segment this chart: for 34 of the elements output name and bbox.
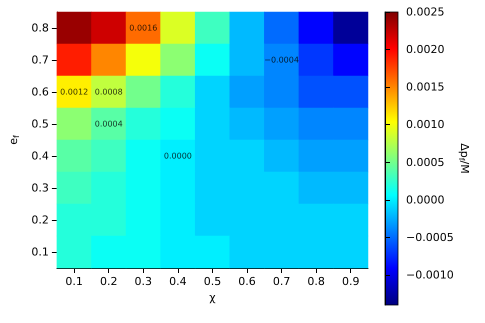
color-bar-label: 0.0000	[406, 193, 444, 206]
y-axis-title: ef	[7, 135, 21, 145]
color-bar-label: −0.0005	[406, 230, 454, 244]
color-bar-label: −0.0010	[406, 268, 454, 282]
y-tick-label: 0.5	[31, 118, 49, 130]
y-tick-label: 0.8	[31, 22, 49, 34]
x-tick-label: 0.7	[272, 275, 290, 288]
annotation: −0.0004	[264, 56, 299, 64]
x-tick-label: 0.2	[100, 275, 118, 288]
y-tick-label: 0.1	[31, 246, 49, 258]
x-tick-label: 0.3	[134, 275, 152, 288]
annotation: 0.0000	[164, 152, 192, 160]
annotation: 0.0016	[129, 24, 158, 32]
x-tick-label: 0.5	[204, 275, 222, 288]
y-tick-label: 0.4	[31, 150, 49, 162]
y-tick-label: 0.7	[31, 54, 49, 66]
annotation: 0.0004	[94, 120, 123, 128]
annotation: 0.0008	[94, 88, 123, 96]
x-tick-label: 0.9	[342, 275, 360, 288]
color-bar-label: 0.0025	[406, 6, 444, 18]
x-tick-label: 0.4	[169, 275, 187, 288]
x-axis-title: χ	[209, 291, 216, 304]
color-bar-label: 0.0010	[406, 118, 444, 132]
color-bar-label: 0.0015	[406, 80, 444, 94]
y-tick-label: 0.6	[31, 86, 49, 98]
color-bar-label: 0.0005	[406, 156, 444, 169]
x-tick-label: 0.8	[307, 275, 325, 288]
y-tick-label: 0.2	[31, 214, 49, 226]
color-bar-title: Δpf/M	[457, 143, 472, 174]
color-bar-label: 0.0020	[406, 43, 444, 56]
annotation: 0.0012	[60, 88, 88, 96]
y-tick-label: 0.3	[31, 182, 49, 194]
x-tick-label: 0.1	[65, 275, 83, 288]
x-tick-label: 0.6	[238, 275, 256, 288]
